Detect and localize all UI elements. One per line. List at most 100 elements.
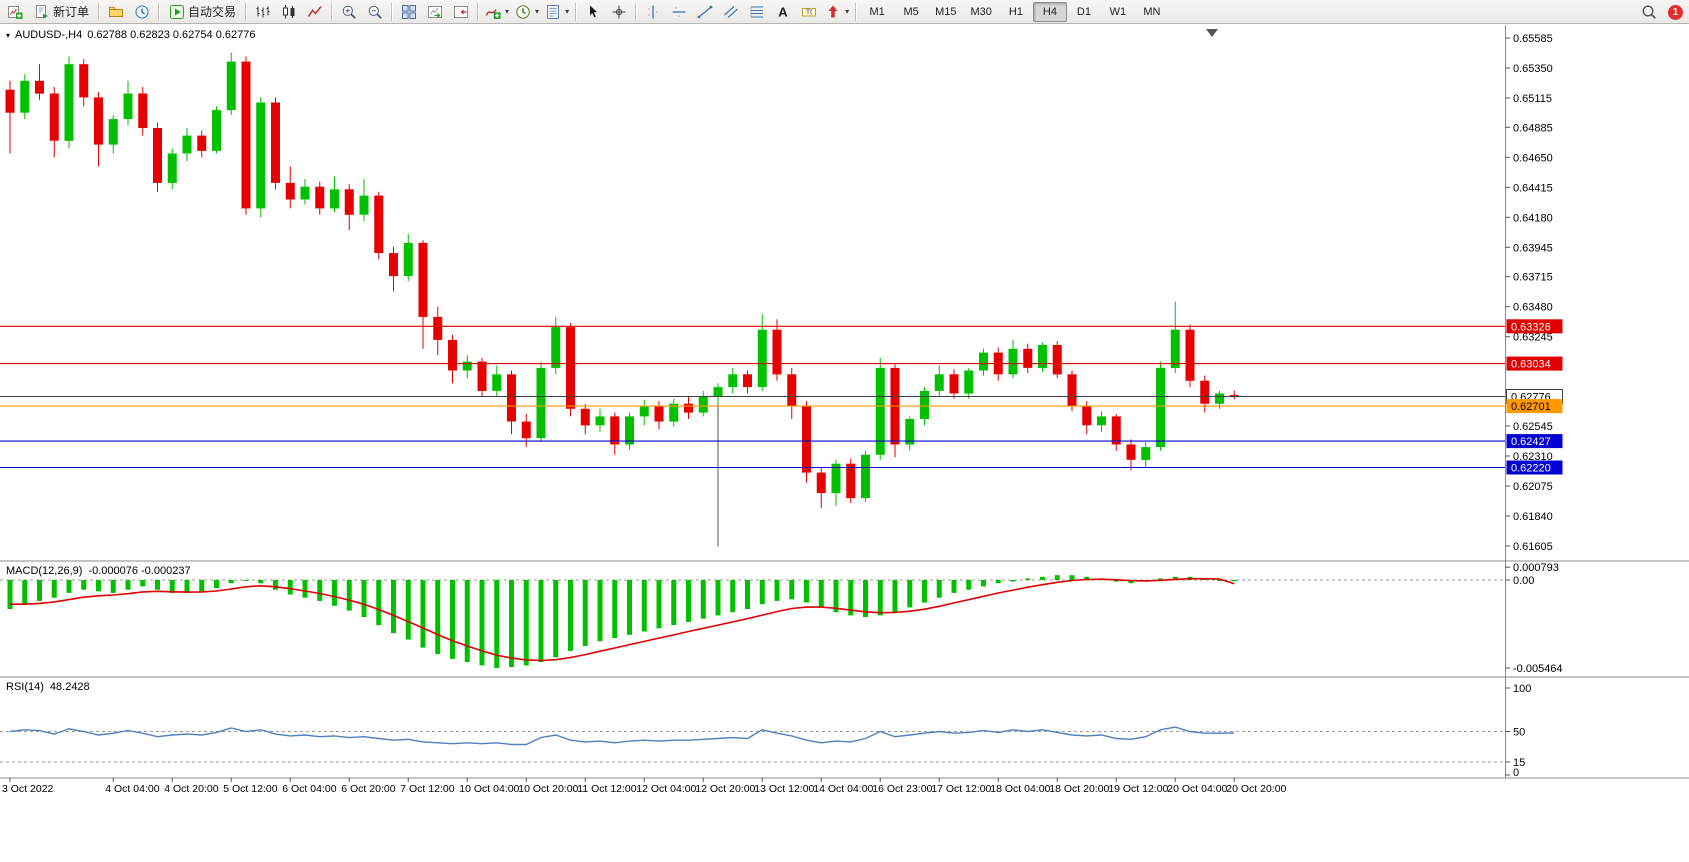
- zoom-in-button[interactable]: [336, 1, 362, 23]
- market-watch-button[interactable]: [129, 1, 155, 23]
- candle: [197, 135, 207, 151]
- horizontal-line-button[interactable]: [666, 1, 692, 23]
- svg-text:0.64885: 0.64885: [1513, 122, 1553, 134]
- candle: [212, 110, 221, 151]
- timeframe-m5-button[interactable]: M5: [903, 5, 919, 18]
- svg-text:Tt: Tt: [806, 9, 812, 16]
- candles-layer[interactable]: [5, 52, 1239, 509]
- new-order-button[interactable]: 新订单: [28, 1, 95, 23]
- svg-text:100: 100: [1513, 683, 1531, 695]
- timeframe-d1-button[interactable]: D1: [1076, 5, 1091, 18]
- svg-text:15: 15: [1513, 757, 1525, 769]
- new-chart-button[interactable]: [2, 1, 28, 23]
- svg-text:4 Oct 04:00: 4 Oct 04:00: [105, 783, 159, 795]
- svg-text:0: 0: [1513, 767, 1519, 779]
- line-chart-button[interactable]: [302, 1, 328, 23]
- search-button[interactable]: [1636, 1, 1662, 23]
- candle: [846, 463, 856, 499]
- candle: [802, 406, 811, 473]
- rsi-panel[interactable]: 100 50 150: [0, 683, 1531, 779]
- svg-text:0.62427: 0.62427: [1511, 436, 1551, 448]
- dropdown-caret-icon[interactable]: ▾: [565, 7, 570, 16]
- chart-shift-marker[interactable]: [1206, 29, 1218, 37]
- candle: [757, 329, 767, 388]
- svg-text:6 Oct 04:00: 6 Oct 04:00: [282, 783, 336, 795]
- candle: [1141, 447, 1151, 460]
- candle: [625, 416, 634, 445]
- svg-text:0.64180: 0.64180: [1513, 212, 1553, 224]
- new-order-label: 新订单: [53, 5, 90, 19]
- periods-button[interactable]: ▾: [512, 1, 542, 23]
- dropdown-caret-icon[interactable]: ▾: [505, 7, 510, 16]
- window-menu-icon[interactable]: ▾: [6, 30, 11, 40]
- timeframe-mn-button[interactable]: MN: [1143, 5, 1161, 18]
- timeframe-w1-button[interactable]: W1: [1109, 5, 1127, 18]
- text-label-button[interactable]: Tt: [796, 1, 822, 23]
- candle: [698, 396, 708, 413]
- svg-text:0.62310: 0.62310: [1513, 451, 1553, 463]
- toolbar-separator: [391, 2, 394, 21]
- timeframe-m30-button[interactable]: M30: [970, 5, 992, 18]
- bar-chart-button[interactable]: [250, 1, 276, 23]
- equidistant-channel-button[interactable]: [718, 1, 744, 23]
- candle: [123, 93, 133, 119]
- dropdown-caret-icon[interactable]: ▾: [535, 7, 540, 16]
- auto-scroll-button[interactable]: [422, 1, 448, 23]
- candle: [1126, 444, 1136, 460]
- toolbar-separator: [158, 2, 161, 21]
- vertical-line-button[interactable]: [640, 1, 666, 23]
- timeframe-m15-button[interactable]: M15: [935, 5, 957, 18]
- timeframe-m1-button[interactable]: M1: [869, 5, 885, 18]
- candle: [330, 189, 339, 209]
- templates-icon: [547, 4, 560, 19]
- candlestick-chart-button[interactable]: [276, 1, 302, 23]
- trendline-button[interactable]: [692, 1, 718, 23]
- price-tag-resistance: [1506, 356, 1563, 371]
- profiles-button[interactable]: [103, 1, 129, 23]
- fibonacci-button[interactable]: [744, 1, 770, 23]
- svg-text:0.64650: 0.64650: [1513, 152, 1553, 164]
- chart-shift-button[interactable]: [448, 1, 474, 23]
- svg-text:0.00: 0.00: [1513, 575, 1534, 587]
- price-axis[interactable]: 0.65585 0.65350 0.65115 0.64885 0.64650 0.644…: [1505, 33, 1563, 553]
- templates-button[interactable]: ▾: [542, 1, 572, 23]
- candle: [934, 374, 944, 391]
- arrows-button[interactable]: ▾: [822, 1, 852, 23]
- svg-text:20 Oct 04:00: 20 Oct 04:00: [1167, 783, 1227, 795]
- level-lines[interactable]: [0, 325, 1505, 469]
- svg-text:16 Oct 23:00: 16 Oct 23:00: [872, 783, 932, 795]
- candle: [374, 195, 384, 253]
- autotrading-button[interactable]: 自动交易: [163, 1, 242, 23]
- svg-text:0.63326: 0.63326: [1511, 321, 1551, 333]
- candle: [241, 61, 251, 209]
- cursor-button[interactable]: [580, 1, 606, 23]
- svg-text:0.62545: 0.62545: [1513, 421, 1553, 433]
- timeframe-h4-button[interactable]: H4: [1032, 1, 1067, 22]
- notification-badge[interactable]: 1: [1668, 4, 1683, 20]
- candle: [389, 253, 398, 277]
- timeframe-h1-button[interactable]: H1: [1008, 5, 1023, 18]
- price-tag-support: [1506, 434, 1563, 449]
- candle: [595, 416, 605, 426]
- text-button[interactable]: A: [770, 1, 796, 23]
- price-tag-support: [1506, 460, 1563, 475]
- zoom-out-button[interactable]: [362, 1, 388, 23]
- crosshair-button[interactable]: [606, 1, 632, 23]
- indicators-button[interactable]: ▾: [482, 1, 512, 23]
- panel-separators[interactable]: [0, 560, 1689, 780]
- svg-text:7 Oct 12:00: 7 Oct 12:00: [400, 783, 454, 795]
- svg-text:14 Oct 04:00: 14 Oct 04:00: [813, 783, 873, 795]
- candle: [1200, 380, 1210, 404]
- chart-svg[interactable]: 0.65585 0.65350 0.65115 0.64885 0.64650 0.644…: [0, 24, 1689, 862]
- dropdown-caret-icon[interactable]: ▾: [845, 7, 850, 16]
- candle: [300, 186, 310, 200]
- chart-canvas[interactable]: 0.65585 0.65350 0.65115 0.64885 0.64650 0.644…: [0, 24, 1689, 862]
- candle: [1215, 393, 1224, 404]
- time-axis[interactable]: 3 Oct 2022 4 Oct 04:00 4 Oct 20:00 5 Oct 12…: [2, 778, 1287, 795]
- macd-name: MACD(12,26,9): [6, 565, 83, 577]
- candle: [521, 421, 531, 439]
- tile-windows-button[interactable]: [396, 1, 422, 23]
- svg-text:10 Oct 04:00: 10 Oct 04:00: [459, 783, 519, 795]
